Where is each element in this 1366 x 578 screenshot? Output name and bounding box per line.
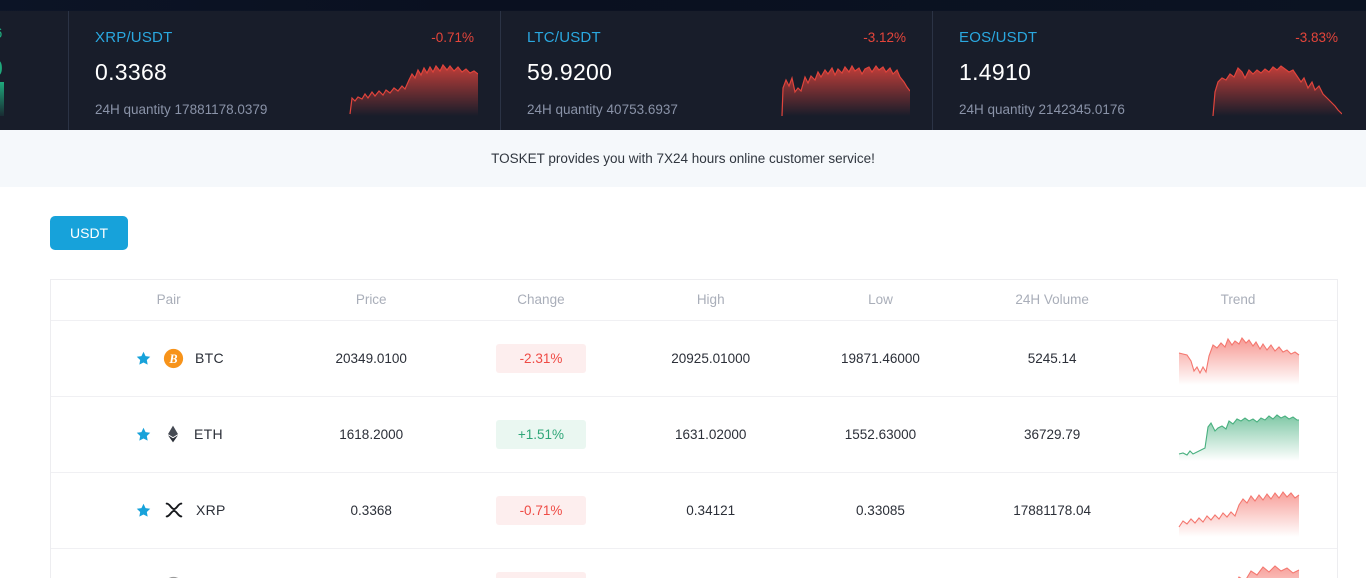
ticker-pair-ltc: LTC/USDT xyxy=(527,29,601,46)
ticker-change-xrp: -0.71% xyxy=(431,30,474,45)
table-row[interactable]: XRP 0.3368 -0.71% 0.34121 0.33085 178811… xyxy=(51,471,1337,548)
svg-text:B: B xyxy=(168,351,177,365)
market-tab-list: USDT xyxy=(0,187,1366,250)
ticker-price-xrp: 0.3368 xyxy=(95,59,168,85)
change-badge: -2.31% xyxy=(495,343,586,373)
trend-sparkline-ltc xyxy=(1237,565,1300,578)
market-ticker-bar: 6 0 XRP/USDT -0.71% 0.3368 24H quantity … xyxy=(0,11,1366,130)
table-row[interactable]: B BTC 20349.0100 -2.31% 20925.01000 1987… xyxy=(51,319,1337,396)
trend-sparkline-eth xyxy=(1178,414,1299,461)
cell-price: 20349.0100 xyxy=(286,319,457,396)
cell-volume: 17881178.04 xyxy=(965,471,1139,548)
ticker-change-eos: -3.83% xyxy=(1295,30,1338,45)
cell-high: 20925.01000 xyxy=(625,319,796,396)
cell-price: 0.3368 xyxy=(286,471,457,548)
table-row[interactable]: ETH 1618.2000 +1.51% 1631.02000 1552.630… xyxy=(51,395,1337,472)
pair-name: ETH xyxy=(194,426,223,442)
pair-cell-eth: ETH xyxy=(51,424,286,444)
ticker-card-xrp[interactable]: XRP/USDT -0.71% 0.3368 24H quantity 1788… xyxy=(68,11,500,130)
column-header-pair[interactable]: Pair xyxy=(156,292,181,308)
ticker-header-eos: EOS/USDT -3.83% xyxy=(959,29,1338,46)
cell-volume: 36729.79 xyxy=(965,395,1139,472)
top-nav-strip xyxy=(0,0,1366,11)
market-table-head: Pair Price Change High Low 24H Volume Tr… xyxy=(51,280,1337,320)
ticker-card-ltc[interactable]: LTC/USDT -3.12% 59.9200 24H quantity 407… xyxy=(500,11,932,130)
cell-low: 19871.46000 xyxy=(795,319,966,396)
cell-change: +1.51% xyxy=(456,395,626,472)
eth-icon xyxy=(163,424,183,444)
cell-trend xyxy=(1138,471,1337,548)
market-section: USDT Pair Price Change High Low 24H Volu… xyxy=(0,187,1366,578)
ticker-pair-xrp: XRP/USDT xyxy=(95,29,173,46)
favorite-star-icon[interactable] xyxy=(135,350,152,367)
cell-pair: L LTC xyxy=(51,547,287,578)
ticker-card-partial[interactable]: 6 0 xyxy=(0,11,68,130)
xrp-icon xyxy=(163,499,185,521)
ticker-header-xrp: XRP/USDT -0.71% xyxy=(95,29,474,46)
cell-pair: ETH xyxy=(51,395,287,472)
cell-pair: B BTC xyxy=(51,319,287,396)
market-table: Pair Price Change High Low 24H Volume Tr… xyxy=(51,280,1337,578)
cell-change: -2.31% xyxy=(456,319,626,396)
change-badge: -3.12% xyxy=(495,571,586,578)
pair-name: BTC xyxy=(195,350,224,366)
cell-trend xyxy=(1138,547,1337,578)
market-table-body: B BTC 20349.0100 -2.31% 20925.01000 1987… xyxy=(51,319,1337,578)
cell-price: 59.9200 xyxy=(286,547,457,578)
change-badge: +1.51% xyxy=(495,419,586,449)
btc-icon: B xyxy=(163,348,184,369)
table-header-row: Pair Price Change High Low 24H Volume Tr… xyxy=(51,280,1337,320)
cell-high: 62.04000 xyxy=(625,547,796,578)
announcement-text: TOSKET provides you with 7X24 hours onli… xyxy=(491,151,875,166)
pair-name: XRP xyxy=(196,502,226,518)
cell-trend xyxy=(1138,319,1337,396)
ticker-sparkline-eos xyxy=(1212,65,1342,116)
cell-high: 1631.02000 xyxy=(625,395,796,472)
cell-price: 1618.2000 xyxy=(286,395,457,472)
cell-pair: XRP xyxy=(51,471,287,548)
ticker-sparkline-xrp xyxy=(349,63,478,116)
cell-change: -0.71% xyxy=(456,471,626,548)
cell-trend xyxy=(1138,395,1337,472)
change-badge: -0.71% xyxy=(495,495,586,525)
column-header-change[interactable]: Change xyxy=(517,292,565,308)
cell-volume: 40753.69 xyxy=(965,547,1139,578)
ticker-card-eos[interactable]: EOS/USDT -3.83% 1.4910 24H quantity 2142… xyxy=(932,11,1364,130)
ticker-partial-change: 6 xyxy=(0,25,2,42)
ticker-quantity-xrp: 24H quantity 17881178.0379 xyxy=(95,102,268,117)
pair-cell-btc: B BTC xyxy=(51,348,286,369)
ticker-price-ltc: 59.9200 xyxy=(527,59,613,85)
favorite-star-icon[interactable] xyxy=(135,426,152,443)
tab-usdt[interactable]: USDT xyxy=(50,216,129,250)
ticker-pair-eos: EOS/USDT xyxy=(959,29,1038,46)
ticker-change-ltc: -3.12% xyxy=(863,30,906,45)
announcement-bar: TOSKET provides you with 7X24 hours onli… xyxy=(0,130,1366,187)
ticker-partial-sparkline xyxy=(0,82,4,116)
cell-change: -3.12% xyxy=(456,547,626,578)
cell-low: 59.00000 xyxy=(795,547,966,578)
column-header-high[interactable]: High xyxy=(696,292,725,308)
ticker-header-ltc: LTC/USDT -3.12% xyxy=(527,29,906,46)
cell-low: 1552.63000 xyxy=(795,395,966,472)
ticker-sparkline-ltc xyxy=(781,64,910,116)
table-row[interactable]: L LTC 59.9200 -3.12% 62.04000 59.00000 4… xyxy=(51,547,1337,578)
cell-volume: 5245.14 xyxy=(965,319,1139,396)
pair-cell-xrp: XRP xyxy=(51,499,286,521)
ticker-partial-price: 0 xyxy=(0,55,3,82)
column-header-trend[interactable]: Trend xyxy=(1220,292,1256,308)
cell-high: 0.34121 xyxy=(625,471,796,548)
nav-ghost xyxy=(0,0,1366,11)
column-header-low[interactable]: Low xyxy=(868,292,893,308)
ticker-price-eos: 1.4910 xyxy=(959,59,1032,85)
cell-low: 0.33085 xyxy=(795,471,966,548)
trend-sparkline-xrp xyxy=(1178,491,1300,537)
market-table-card: Pair Price Change High Low 24H Volume Tr… xyxy=(50,279,1338,578)
column-header-volume[interactable]: 24H Volume xyxy=(1015,292,1089,308)
favorite-star-icon[interactable] xyxy=(135,502,152,519)
column-header-price[interactable]: Price xyxy=(355,292,387,308)
trend-sparkline-btc xyxy=(1178,336,1300,385)
ticker-quantity-eos: 24H quantity 2142345.0176 xyxy=(959,102,1125,117)
ticker-quantity-ltc: 24H quantity 40753.6937 xyxy=(527,102,678,117)
